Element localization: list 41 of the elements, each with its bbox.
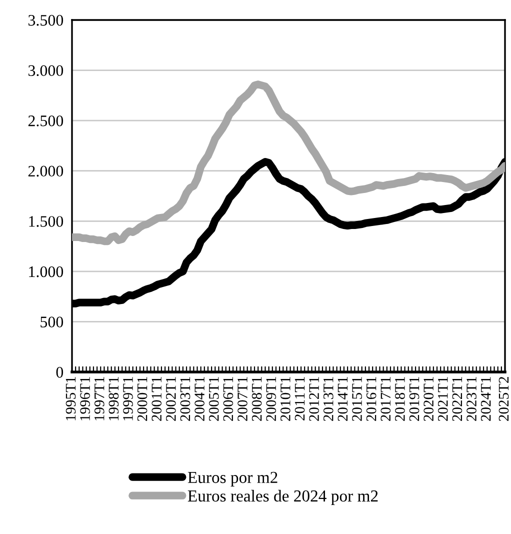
x-tick-label: 2023T1 bbox=[466, 377, 476, 421]
x-tick-label: 1998T1 bbox=[108, 377, 119, 420]
x-tick-label: 2013T1 bbox=[323, 377, 334, 421]
x-tick-label: 2015T1 bbox=[352, 377, 362, 421]
legend-label: Euros reales de 2024 por m2 bbox=[188, 490, 378, 505]
x-tick-label: 2016T1 bbox=[366, 377, 376, 421]
x-tick-label: 2012T1 bbox=[309, 377, 319, 421]
legend-label: Euros por m2 bbox=[188, 472, 278, 486]
y-tick-label: 1.500 bbox=[29, 216, 64, 227]
x-tick-label: 2021T1 bbox=[438, 377, 448, 421]
x-tick-label: 2011T1 bbox=[294, 377, 305, 420]
x-tick-label: 1997T1 bbox=[94, 377, 104, 420]
x-tick-label: 2014T1 bbox=[338, 377, 348, 421]
x-tick-label: 2002T1 bbox=[166, 377, 176, 421]
x-tick-label: 2008T1 bbox=[252, 377, 262, 421]
x-tick-label: 2005T1 bbox=[208, 377, 219, 421]
x-tick-label: 2019T1 bbox=[409, 377, 420, 421]
x-tick-label: 1995T1 bbox=[66, 377, 76, 420]
x-tick-label: 2004T1 bbox=[194, 377, 204, 421]
x-tick-label: 2017T1 bbox=[380, 377, 391, 421]
x-tick-label: 2010T1 bbox=[280, 377, 290, 421]
y-tick-label: 3.000 bbox=[28, 65, 64, 76]
x-tick-label: 2000T1 bbox=[137, 377, 148, 421]
x-tick-label: 2006T1 bbox=[223, 377, 234, 421]
x-tick-label: 2009T1 bbox=[266, 377, 276, 421]
y-tick-label: 0 bbox=[56, 366, 64, 378]
x-tick-label: 1999T1 bbox=[123, 377, 133, 420]
y-tick-label: 1.000 bbox=[29, 266, 64, 278]
x-tick-label: 2022T1 bbox=[452, 377, 462, 421]
x-tick-label: 2024T1 bbox=[480, 377, 491, 421]
x-tick-label: 2003T1 bbox=[180, 377, 190, 421]
x-tick-label: 2018T1 bbox=[395, 377, 405, 421]
x-tick-label: 2025T2 bbox=[498, 376, 509, 421]
x-tick-label: 1996T1 bbox=[80, 377, 90, 420]
y-tick-label: 2.500 bbox=[28, 115, 64, 126]
x-tick-label: 2001T1 bbox=[152, 377, 162, 421]
x-tick-label: 2007T1 bbox=[238, 377, 248, 421]
y-tick-label: 2.000 bbox=[28, 166, 64, 177]
x-tick-label: 2020T1 bbox=[424, 377, 434, 421]
y-tick-label: 500 bbox=[40, 316, 64, 328]
y-tick-label: 3.500 bbox=[28, 14, 64, 26]
